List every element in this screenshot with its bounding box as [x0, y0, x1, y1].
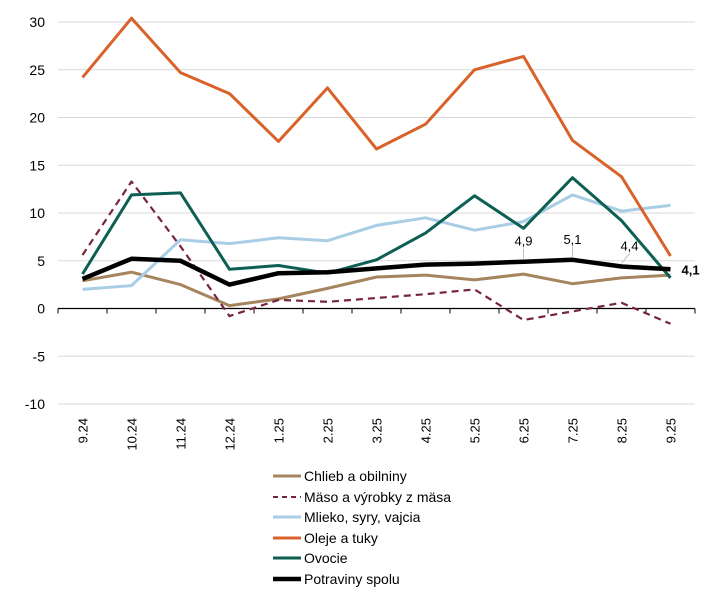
x-tick-label: 9.25	[664, 418, 679, 443]
x-tick-label: 6.25	[517, 418, 532, 443]
y-tick-label: 10	[29, 205, 45, 221]
series-line-maso-a-vyrobky-z-masa	[81, 180, 671, 325]
x-tick-label: 2.25	[321, 418, 336, 443]
y-axis-ticks: 30 25 20 15 10 5 0 -5 -10	[25, 14, 45, 412]
series-line-ovocie	[81, 176, 672, 279]
data-label-leader	[621, 253, 630, 264]
y-tick-label: 15	[29, 157, 45, 173]
legend-label: Ovocie	[304, 550, 348, 567]
x-tick-label: 10.24	[125, 418, 140, 451]
legend-item: Potraviny spolu	[272, 569, 451, 590]
legend-swatch	[272, 574, 302, 584]
y-tick-label: 25	[29, 62, 45, 78]
legend-label: Oleje a tuky	[304, 529, 378, 546]
series-line-potraviny-spolu	[81, 256, 671, 287]
x-axis: 9.24 10.24 11.24 12.24 1.25 2.25 3.25 4.25 5.25 6…	[57, 307, 696, 451]
legend-swatch	[272, 492, 302, 502]
legend-label: Chlieb a obilniny	[304, 468, 407, 485]
x-tick-label: 12.24	[223, 418, 238, 451]
y-tick-label: 20	[29, 110, 45, 126]
y-tick-label: 30	[29, 14, 45, 30]
series-line-chlieb-a-obilniny	[82, 270, 671, 308]
data-label: 4,1	[682, 262, 700, 277]
x-tick-label: 5.25	[468, 418, 483, 443]
data-label: 4,9	[514, 234, 532, 249]
legend-swatch	[272, 471, 302, 481]
data-label: 5,1	[563, 232, 581, 247]
legend-label: Potraviny spolu	[304, 570, 400, 587]
y-tick-label: -5	[33, 348, 46, 364]
y-tick-label: 5	[37, 253, 45, 269]
legend-swatch	[272, 533, 302, 543]
gridlines	[58, 21, 695, 405]
y-tick-label: 0	[37, 301, 45, 317]
legend-item: Mäso a výrobky z mäsa	[272, 487, 451, 508]
y-tick-label: -10	[25, 396, 45, 412]
legend-label: Mlieko, syry, vajcia	[304, 509, 421, 526]
legend: Chlieb a obilniny Mäso a výrobky z mäsa Ml…	[272, 466, 451, 589]
legend-label: Mäso a výrobky z mäsa	[304, 488, 452, 505]
legend-item: Oleje a tuky	[272, 528, 451, 549]
x-tick-label: 8.25	[615, 418, 630, 443]
legend-swatch	[272, 512, 302, 522]
legend-item: Ovocie	[272, 548, 451, 569]
series-line-oleje-a-tuky	[81, 16, 672, 257]
x-tick-label: 4.25	[419, 418, 434, 443]
x-tick-label: 11.24	[174, 418, 189, 450]
legend-swatch	[272, 553, 302, 563]
legend-item: Chlieb a obilniny	[272, 466, 451, 487]
data-label: 4,4	[620, 238, 638, 253]
x-tick-label: 1.25	[272, 418, 287, 443]
x-tick-label: 3.25	[370, 418, 385, 443]
series-lines	[81, 16, 672, 325]
legend-item: Mlieko, syry, vajcia	[272, 507, 451, 528]
series-line-mlieko-syry-vajcia	[82, 193, 671, 291]
data-labels: 4,9 5,1 4,4 4,1	[514, 232, 699, 278]
x-tick-label: 9.24	[76, 418, 91, 443]
x-tick-label: 7.25	[566, 418, 581, 443]
